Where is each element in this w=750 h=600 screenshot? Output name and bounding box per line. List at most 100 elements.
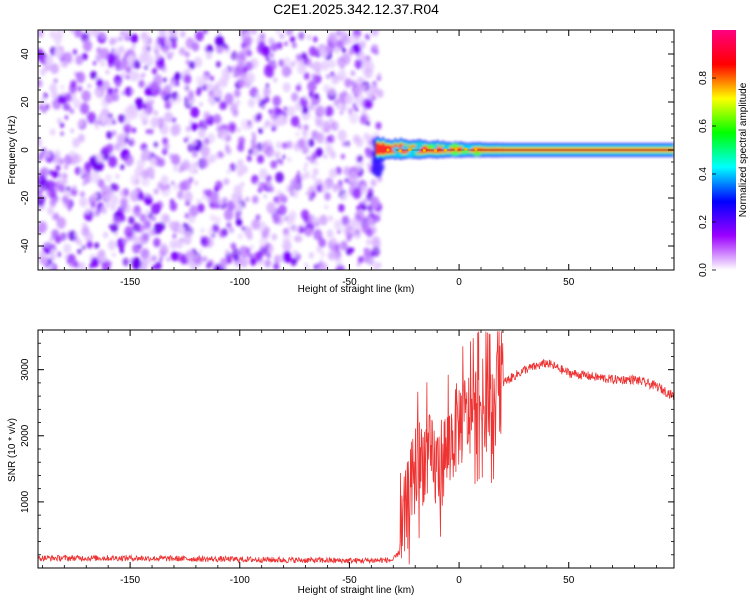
noise-speckle [202,140,207,145]
noise-speckle [303,166,307,172]
noise-speckle [44,103,50,111]
noise-speckle [102,145,111,156]
noise-speckle [215,35,224,47]
noise-speckle [235,218,243,227]
noise-speckle [370,30,379,37]
noise-speckle [106,203,110,208]
noise-speckle [114,232,118,237]
noise-speckle [252,148,259,157]
noise-speckle [353,180,360,189]
noise-speckle [223,208,234,221]
noise-speckle [72,137,80,147]
signal-blob [441,145,450,151]
noise-speckle [355,209,365,222]
noise-speckle [328,59,336,69]
noise-speckle [202,74,209,82]
signal-peak-dot [398,149,402,153]
noise-speckle [311,174,316,180]
noise-speckle [85,208,90,214]
noise-speckle [286,214,295,226]
y-tick-label: 20 [20,96,31,108]
noise-speckle [52,154,61,164]
noise-speckle [297,170,301,175]
noise-speckle [79,191,85,198]
noise-speckle [112,252,116,257]
noise-speckle [107,240,116,251]
noise-speckle [162,77,167,83]
x-tick-label: -100 [230,575,250,586]
noise-speckle [237,128,241,133]
noise-speckle [186,223,191,229]
noise-speckle [219,76,229,88]
noise-speckle [312,216,320,226]
noise-speckle [69,108,75,114]
noise-speckle [133,59,141,70]
noise-speckle [304,162,308,167]
noise-speckle [316,245,323,254]
noise-speckle [223,178,230,186]
noise-speckle [269,186,275,193]
noise-speckle [61,195,69,204]
noise-speckle [99,59,106,68]
noise-speckle [148,194,152,199]
noise-speckle [254,180,259,186]
noise-speckle [112,120,116,125]
noise-speckle [269,108,280,120]
noise-speckle [265,83,270,88]
noise-speckle [205,44,214,55]
noise-speckle [128,141,133,146]
noise-speckle [38,226,43,235]
noise-speckle [323,154,327,159]
noise-speckle [174,95,182,104]
signal-peak-dot [422,148,426,152]
noise-speckle [38,176,42,182]
noise-speckle [51,248,56,255]
noise-speckle [356,205,361,211]
onset-smear [374,166,381,175]
noise-speckle [240,165,248,174]
noise-speckle [217,31,222,36]
noise-speckle [185,59,190,65]
noise-speckle [95,53,102,63]
noise-speckle [220,257,228,268]
noise-speckle [74,232,79,238]
noise-speckle [319,262,328,270]
noise-speckle [249,86,259,99]
noise-speckle [130,33,139,44]
noise-speckle [325,89,329,94]
noise-speckle [239,256,249,268]
noise-speckle [123,123,132,135]
noise-speckle [203,111,211,121]
noise-speckle [193,161,199,168]
noise-speckle [122,257,130,267]
noise-speckle [261,104,266,110]
noise-speckle [45,55,54,66]
colorbar: 0.0 0.2 0.4 0.6 0.8 Normalized spectral ampl… [698,30,749,277]
signal-peak-dot [454,147,458,151]
noise-speckle [354,59,363,70]
noise-speckle [225,143,229,148]
noise-speckle [119,247,125,254]
noise-speckle [324,204,329,210]
noise-speckle [210,203,216,210]
noise-speckle [353,34,361,44]
noise-speckle [77,133,85,143]
noise-speckle [237,159,244,167]
noise-speckle [195,75,204,86]
noise-speckle [215,61,221,68]
noise-speckle [115,47,120,53]
noise-speckle [245,196,250,202]
noise-speckle [78,262,86,270]
noise-speckle [162,67,167,73]
noise-speckle [94,242,100,249]
x-tick-label: 50 [563,277,575,288]
noise-speckle [231,194,239,204]
noise-speckle [151,67,158,75]
noise-speckle [86,240,93,249]
noise-speckle [211,233,216,238]
noise-speckle [108,113,113,118]
noise-speckle [178,225,186,235]
noise-speckle [216,182,222,190]
noise-speckle [305,265,310,270]
noise-speckle [256,94,261,99]
